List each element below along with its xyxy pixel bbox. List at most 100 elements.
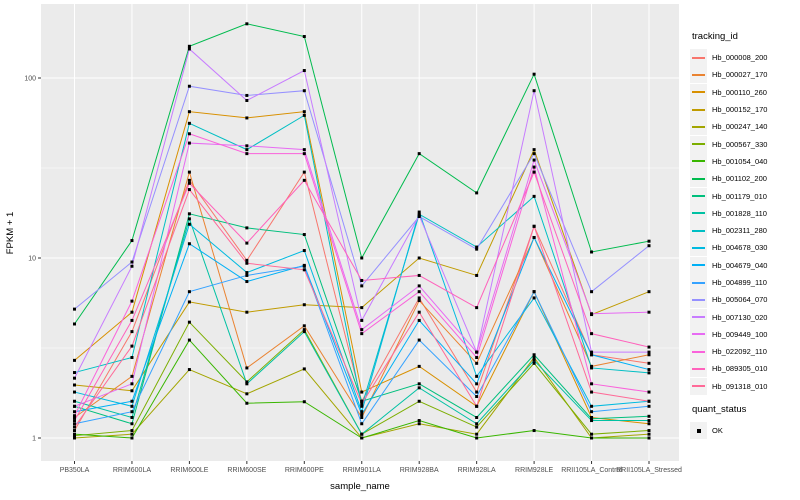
data-point (417, 364, 421, 368)
data-point (245, 226, 249, 230)
data-point (73, 432, 76, 436)
data-point (245, 271, 249, 275)
legend-entry-label: Hb_000567_330 (712, 139, 768, 149)
legend-entry-Hb_089305_010: Hb_089305_010 (690, 360, 798, 378)
data-point (187, 132, 191, 136)
data-point (417, 386, 421, 390)
data-point (302, 328, 306, 332)
data-point (532, 158, 536, 162)
data-point (475, 191, 479, 195)
data-point (245, 93, 249, 97)
data-point (302, 249, 306, 253)
y-tick-label: 1 (32, 436, 36, 443)
data-point (302, 170, 306, 174)
data-point (73, 383, 76, 387)
data-point (360, 390, 364, 394)
legend-entry-Hb_001828_110: Hb_001828_110 (690, 204, 798, 222)
data-point (417, 296, 421, 300)
data-point (130, 318, 134, 322)
y-tick-label: 100 (24, 76, 36, 83)
data-point (187, 141, 191, 145)
data-point (245, 280, 249, 284)
data-point (130, 436, 134, 440)
data-point (187, 84, 191, 88)
data-point (73, 429, 76, 433)
x-tick-label: RRIM901LA (343, 467, 381, 474)
data-point (302, 35, 306, 39)
data-point (302, 178, 306, 182)
data-point (245, 98, 249, 102)
data-point (532, 152, 536, 156)
legend-entry-label: Hb_000247_140 (712, 122, 768, 132)
legend-key-swatch (690, 170, 707, 188)
data-point (647, 436, 651, 440)
data-point (130, 404, 134, 408)
legend-entry-label: Hb_005064_070 (712, 295, 768, 305)
data-point (417, 152, 421, 156)
legend-line-icon (692, 91, 705, 94)
data-point (360, 410, 364, 414)
data-point (647, 371, 651, 375)
data-point (647, 350, 651, 354)
data-point (302, 89, 306, 93)
data-point (417, 419, 421, 423)
data-point (532, 89, 536, 93)
legend-entry-Hb_004678_030: Hb_004678_030 (690, 239, 798, 257)
data-point (590, 390, 594, 394)
legend-key-swatch (690, 256, 707, 274)
data-point (360, 278, 364, 282)
legend-key-swatch (690, 135, 707, 153)
data-point (130, 344, 134, 348)
data-point (302, 233, 306, 237)
data-point (245, 310, 249, 314)
data-point (532, 224, 536, 228)
data-point (187, 338, 191, 342)
data-point (130, 356, 134, 360)
legend-entry-Hb_001054_040: Hb_001054_040 (690, 152, 798, 170)
data-point (647, 310, 651, 314)
data-point (245, 22, 249, 26)
data-point (187, 222, 191, 226)
data-point (187, 170, 191, 174)
data-point (647, 414, 651, 418)
data-point (73, 436, 76, 440)
data-point (130, 432, 134, 436)
data-point (590, 419, 594, 423)
data-point (302, 400, 306, 404)
data-point (187, 320, 191, 324)
data-point (417, 310, 421, 314)
legend-key-swatch (690, 377, 707, 395)
data-point (245, 116, 249, 120)
legend-line-icon (692, 56, 705, 59)
data-point (590, 404, 594, 408)
data-point (417, 299, 421, 303)
legend-key-swatch (690, 204, 707, 222)
data-point (245, 392, 249, 396)
data-point (590, 436, 594, 440)
legend-key-swatch (690, 343, 707, 361)
data-point (187, 121, 191, 125)
data-point (130, 382, 134, 386)
legend-entry-Hb_000567_330: Hb_000567_330 (690, 135, 798, 153)
data-point (245, 380, 249, 384)
data-point (360, 436, 364, 440)
data-point (417, 399, 421, 403)
data-point (417, 210, 421, 214)
legend-key-swatch (690, 360, 707, 378)
legend-key-swatch (690, 101, 707, 119)
data-point (245, 241, 249, 245)
ok-point-key (690, 422, 707, 440)
data-point (245, 152, 249, 156)
legend-line-icon (692, 143, 705, 146)
legend-entry-Hb_091318_010: Hb_091318_010 (690, 377, 798, 395)
legend-key-swatch (690, 49, 707, 67)
legend-entry-Hb_022092_110: Hb_022092_110 (690, 343, 798, 361)
data-point (130, 374, 134, 378)
data-point (532, 358, 536, 362)
legend-line-icon (692, 298, 705, 301)
legend-line-icon (692, 350, 705, 353)
x-tick-label: RRII105LA_Stressed (616, 467, 682, 474)
legend-entry-label: Hb_000008_200 (712, 53, 768, 63)
data-point (130, 299, 134, 303)
data-point (360, 256, 364, 260)
